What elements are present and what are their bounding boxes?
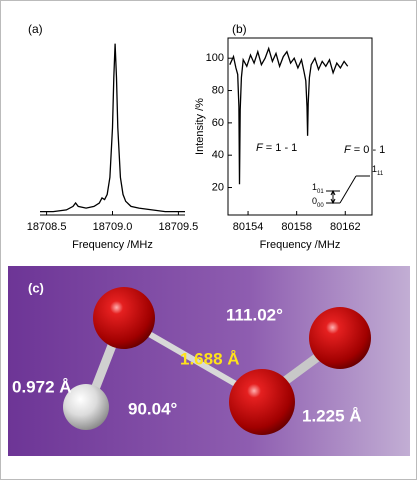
x-tick-label: 18708.5 xyxy=(27,221,67,233)
angle-label: 90.04° xyxy=(128,399,178,418)
panel-title: (b) xyxy=(232,22,247,36)
y-tick-label: 60 xyxy=(212,117,224,129)
level-sub: 01 xyxy=(317,189,324,195)
level-label: 101 xyxy=(312,182,324,194)
bond-label: 1.225 Å xyxy=(302,406,362,425)
spectrum-line xyxy=(40,44,185,212)
annotation: F = 0 - 1 xyxy=(344,144,385,156)
level-label: 000 xyxy=(312,196,324,208)
panel-label: (c) xyxy=(28,280,44,295)
y-axis-label: Intensity /% xyxy=(194,98,206,155)
level-sub: 11 xyxy=(377,171,384,177)
bond-label: 0.972 Å xyxy=(12,377,72,396)
x-axis-label: Frequency /MHz xyxy=(72,239,153,251)
x-tick-label: 18709.0 xyxy=(93,221,133,233)
level-label: 111 xyxy=(372,164,384,176)
figure: (a) 18708.5 18709.0 18709.5 Frequency /MHz (b… xyxy=(0,0,417,480)
x-tick-label: 18709.5 xyxy=(159,221,199,233)
bond-label: 1.688 Å xyxy=(180,349,240,368)
level-diagram xyxy=(326,176,370,203)
annotation-text: = 1 - 1 xyxy=(263,142,298,154)
x-tick-label: 80162 xyxy=(330,221,361,233)
angle-label: 111.02° xyxy=(226,305,283,324)
annotation: F = 1 - 1 xyxy=(256,142,297,154)
x-tick-label: 80158 xyxy=(281,221,312,233)
spectra: (a) 18708.5 18709.0 18709.5 Frequency /MHz (b… xyxy=(27,22,386,251)
y-tick-label: 20 xyxy=(212,181,224,193)
y-tick-label: 100 xyxy=(206,52,224,64)
panel-title: (a) xyxy=(28,22,43,36)
x-axis-label: Frequency /MHz xyxy=(260,239,341,251)
spectrum-line xyxy=(230,49,348,185)
y-tick-label: 40 xyxy=(212,149,224,161)
level-sub: 00 xyxy=(317,203,324,209)
annotation-text: = 0 - 1 xyxy=(351,144,386,156)
x-tick-label: 80154 xyxy=(233,221,264,233)
y-tick-label: 80 xyxy=(212,84,224,96)
